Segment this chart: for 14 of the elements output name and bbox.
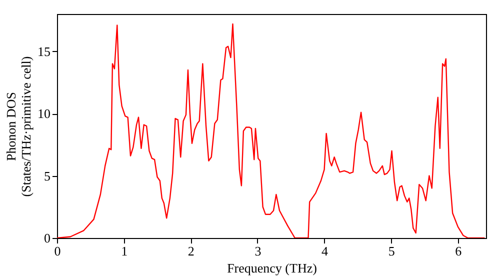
x-tick-label: 4 bbox=[322, 244, 329, 258]
y-tick-label: 10 bbox=[38, 106, 50, 122]
x-tick-label: 1 bbox=[121, 244, 128, 258]
y-tick-label: 15 bbox=[38, 44, 50, 59]
y-tick-label: 5 bbox=[44, 168, 50, 184]
x-axis-title: Frequency (THz) bbox=[227, 260, 317, 276]
x-tick-label: 2 bbox=[188, 244, 194, 258]
x-tick-label: 5 bbox=[388, 244, 395, 258]
y-axis-title: Phonon DOS (States/THz·primitive cell) bbox=[4, 56, 34, 197]
x-tick-label: 0 bbox=[54, 244, 61, 258]
x-tick-label: 3 bbox=[254, 244, 262, 258]
line-series bbox=[57, 23, 486, 238]
x-tick-label: 6 bbox=[455, 244, 462, 258]
y-tick-label: 0 bbox=[44, 230, 50, 246]
